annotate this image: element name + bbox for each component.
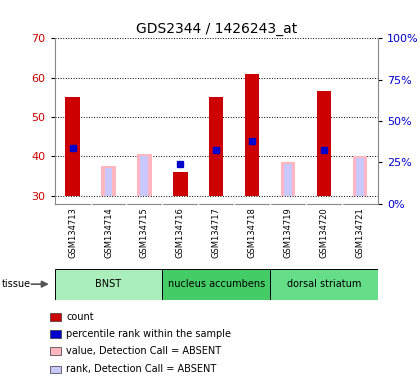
Text: GSM134715: GSM134715 xyxy=(140,207,149,258)
Text: tissue: tissue xyxy=(2,279,31,289)
Bar xyxy=(101,166,116,196)
Bar xyxy=(66,98,80,196)
Bar xyxy=(50,330,61,338)
Text: value, Detection Call = ABSENT: value, Detection Call = ABSENT xyxy=(66,346,221,356)
Text: dorsal striatum: dorsal striatum xyxy=(287,279,361,289)
Bar xyxy=(50,366,61,373)
Bar xyxy=(55,269,163,300)
Text: GSM134721: GSM134721 xyxy=(356,207,365,258)
Bar xyxy=(281,162,295,196)
Bar xyxy=(50,313,61,321)
Text: rank, Detection Call = ABSENT: rank, Detection Call = ABSENT xyxy=(66,364,216,374)
Bar xyxy=(209,98,223,196)
Bar xyxy=(245,74,260,196)
Text: nucleus accumbens: nucleus accumbens xyxy=(168,279,265,289)
Bar xyxy=(105,168,113,196)
Text: percentile rank within the sample: percentile rank within the sample xyxy=(66,329,231,339)
Bar xyxy=(284,164,292,196)
Bar xyxy=(137,154,152,196)
Bar xyxy=(173,172,188,196)
Text: GSM134714: GSM134714 xyxy=(104,207,113,258)
Text: GSM134720: GSM134720 xyxy=(320,207,328,258)
Bar xyxy=(270,269,378,300)
Bar xyxy=(50,347,61,355)
Text: count: count xyxy=(66,312,94,322)
Bar xyxy=(140,156,148,196)
Text: GSM134718: GSM134718 xyxy=(248,207,257,258)
Bar xyxy=(353,156,367,196)
Bar xyxy=(356,158,364,196)
Text: BNST: BNST xyxy=(95,279,121,289)
Bar xyxy=(163,269,270,300)
Text: GSM134719: GSM134719 xyxy=(284,207,293,258)
Text: GSM134713: GSM134713 xyxy=(68,207,77,258)
Title: GDS2344 / 1426243_at: GDS2344 / 1426243_at xyxy=(136,22,297,36)
Bar xyxy=(317,91,331,196)
Text: GSM134717: GSM134717 xyxy=(212,207,221,258)
Text: GSM134716: GSM134716 xyxy=(176,207,185,258)
